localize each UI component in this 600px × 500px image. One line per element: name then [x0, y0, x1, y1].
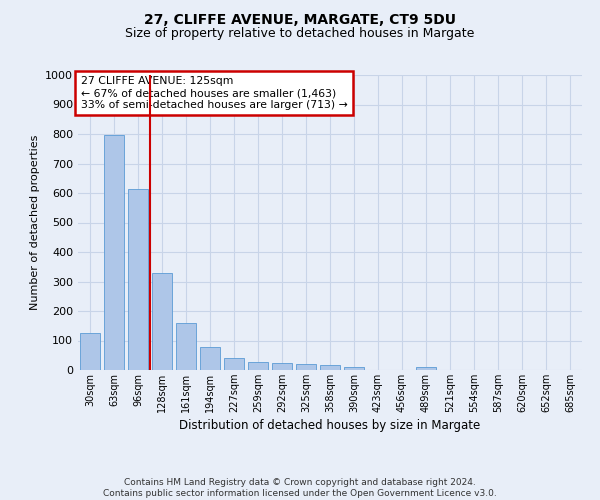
- Text: Contains HM Land Registry data © Crown copyright and database right 2024.
Contai: Contains HM Land Registry data © Crown c…: [103, 478, 497, 498]
- Bar: [152, 273, 172, 370]
- Y-axis label: Number of detached properties: Number of detached properties: [29, 135, 40, 310]
- Bar: [200, 347, 220, 370]
- Bar: [104, 136, 124, 370]
- Bar: [344, 367, 364, 370]
- Bar: [296, 364, 316, 370]
- Bar: [416, 367, 436, 370]
- Bar: [176, 323, 196, 370]
- Bar: [320, 366, 340, 370]
- Text: 27, CLIFFE AVENUE, MARGATE, CT9 5DU: 27, CLIFFE AVENUE, MARGATE, CT9 5DU: [144, 12, 456, 26]
- Bar: [128, 188, 148, 370]
- Bar: [272, 363, 292, 370]
- Bar: [224, 358, 244, 370]
- Bar: [248, 362, 268, 370]
- X-axis label: Distribution of detached houses by size in Margate: Distribution of detached houses by size …: [179, 419, 481, 432]
- Bar: [80, 333, 100, 370]
- Text: Size of property relative to detached houses in Margate: Size of property relative to detached ho…: [125, 28, 475, 40]
- Text: 27 CLIFFE AVENUE: 125sqm
← 67% of detached houses are smaller (1,463)
33% of sem: 27 CLIFFE AVENUE: 125sqm ← 67% of detach…: [80, 76, 347, 110]
